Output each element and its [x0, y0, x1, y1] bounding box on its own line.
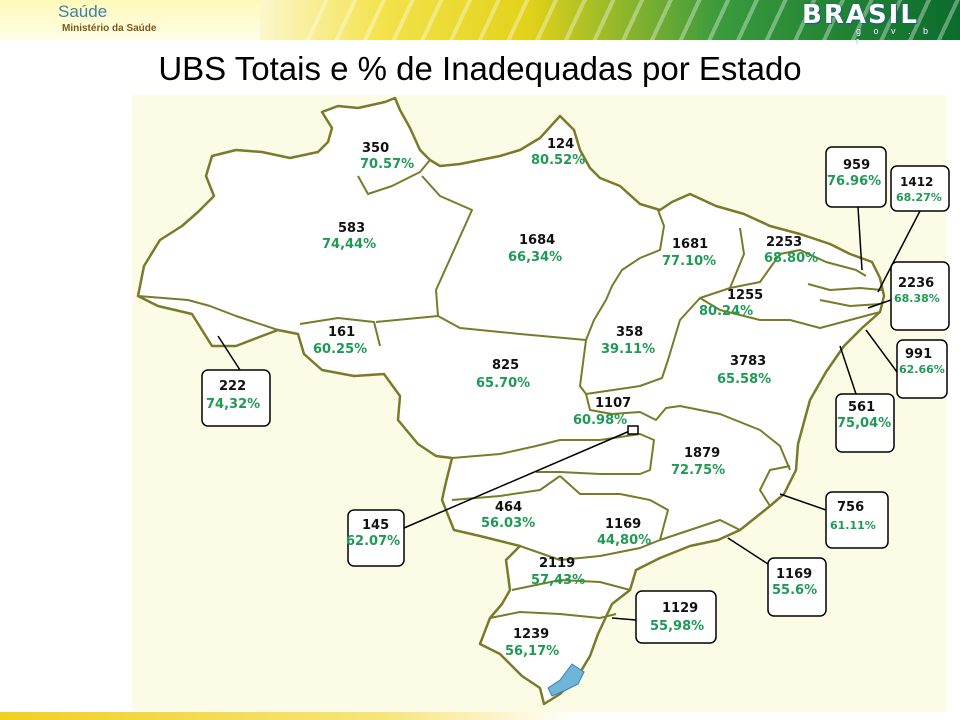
- state-pct-go: 60.98%: [573, 413, 627, 428]
- state-pct-ma: 77.10%: [662, 254, 716, 269]
- state-pct-es: 61.11%: [830, 519, 876, 532]
- callout-box-pe: [890, 261, 950, 331]
- state-pct-pr: 57,43%: [531, 573, 585, 588]
- header-left-panel: [0, 0, 260, 40]
- state-total-pe: 2236: [898, 276, 934, 291]
- state-labels: 350 70.57% 124 80.52% 583 74,44% 1684 66…: [206, 137, 945, 659]
- state-pct-mt: 65.70%: [476, 376, 530, 391]
- state-pct-rj: 55.6%: [772, 583, 817, 598]
- state-pct-rs: 56,17%: [505, 644, 559, 659]
- state-total-rn: 959: [843, 158, 870, 173]
- state-total-ac: 222: [219, 379, 246, 394]
- state-pct-pe: 68.38%: [894, 292, 940, 305]
- state-total-ba: 3783: [730, 354, 766, 369]
- state-total-sp: 1169: [605, 517, 641, 532]
- state-total-am: 583: [338, 221, 365, 236]
- state-total-sc: 1129: [662, 601, 698, 616]
- state-pct-mg: 72.75%: [671, 463, 725, 478]
- callout-box-ac: [201, 369, 271, 427]
- callout-box-df: [347, 509, 405, 567]
- state-total-ce: 2253: [766, 235, 802, 250]
- saude-logo: Saúde: [58, 2, 108, 21]
- callout-box-al: [896, 339, 948, 399]
- state-pct-se: 75,04%: [837, 416, 891, 431]
- state-total-rr: 350: [362, 141, 389, 156]
- state-pct-sp: 44,80%: [597, 533, 651, 548]
- ministry-name: Ministério da Saúde: [62, 23, 157, 34]
- state-total-se: 561: [848, 400, 875, 415]
- callout-box-se: [835, 393, 895, 453]
- state-pct-ac: 74,32%: [206, 397, 260, 412]
- state-pct-ap: 80.52%: [531, 153, 585, 168]
- state-pct-am: 74,44%: [322, 237, 376, 252]
- brasil-logo: BRASIL g o v . b r: [802, 0, 942, 46]
- state-total-rs: 1239: [513, 627, 549, 642]
- page-title: UBS Totais e % de Inadequadas por Estado: [158, 50, 802, 87]
- state-pct-pi: 80.24%: [699, 304, 753, 319]
- lagoon-icon: [547, 663, 585, 697]
- state-pct-pb: 68.27%: [896, 191, 942, 204]
- state-total-go: 1107: [595, 396, 631, 411]
- state-pct-al: 62.66%: [899, 363, 945, 376]
- state-total-pa: 1684: [519, 233, 555, 248]
- state-total-pr: 2119: [539, 556, 575, 571]
- state-pct-ro: 60.25%: [313, 342, 367, 357]
- header-banner: Saúde Ministério da Saúde BRASIL g o v .…: [0, 0, 960, 46]
- callout-boxes: [201, 146, 950, 644]
- govbr-wordmark: g o v . b r: [856, 26, 934, 46]
- state-total-pb: 1412: [900, 175, 933, 189]
- state-total-mg: 1879: [684, 446, 720, 461]
- state-total-es: 756: [837, 500, 864, 515]
- state-pct-ms: 56.03%: [481, 516, 535, 531]
- state-pct-rr: 70.57%: [360, 157, 414, 172]
- state-total-ro: 161: [328, 325, 355, 340]
- callout-box-es: [825, 491, 889, 549]
- header-stripes: [300, 0, 960, 40]
- callout-box-rj: [767, 557, 827, 617]
- state-pct-ba: 65.58%: [717, 372, 771, 387]
- callout-box-rn: [825, 146, 887, 208]
- brazil-outline: [136, 96, 886, 706]
- state-pct-df: 62.07%: [346, 534, 400, 549]
- state-pct-ce: 68.80%: [764, 251, 818, 266]
- state-total-pi: 1255: [727, 288, 763, 303]
- state-total-ma: 1681: [672, 237, 708, 252]
- callout-box-sc: [635, 590, 717, 644]
- state-pct-sc: 55,98%: [650, 619, 704, 634]
- state-borders: [137, 159, 883, 619]
- state-pct-pa: 66,34%: [508, 250, 562, 265]
- leader-lines: [217, 206, 921, 621]
- state-total-df: 145: [362, 518, 389, 533]
- state-total-ap: 124: [547, 137, 574, 152]
- state-total-al: 991: [905, 347, 932, 362]
- brasil-wordmark: BRASIL: [802, 0, 919, 30]
- state-pct-to: 39.11%: [601, 342, 655, 357]
- state-total-rj: 1169: [776, 567, 812, 582]
- state-total-mt: 825: [492, 358, 519, 373]
- state-pct-rn: 76.96%: [827, 174, 881, 189]
- footer-stripe: [0, 712, 960, 720]
- state-total-to: 358: [616, 325, 643, 340]
- state-total-ms: 464: [495, 500, 522, 515]
